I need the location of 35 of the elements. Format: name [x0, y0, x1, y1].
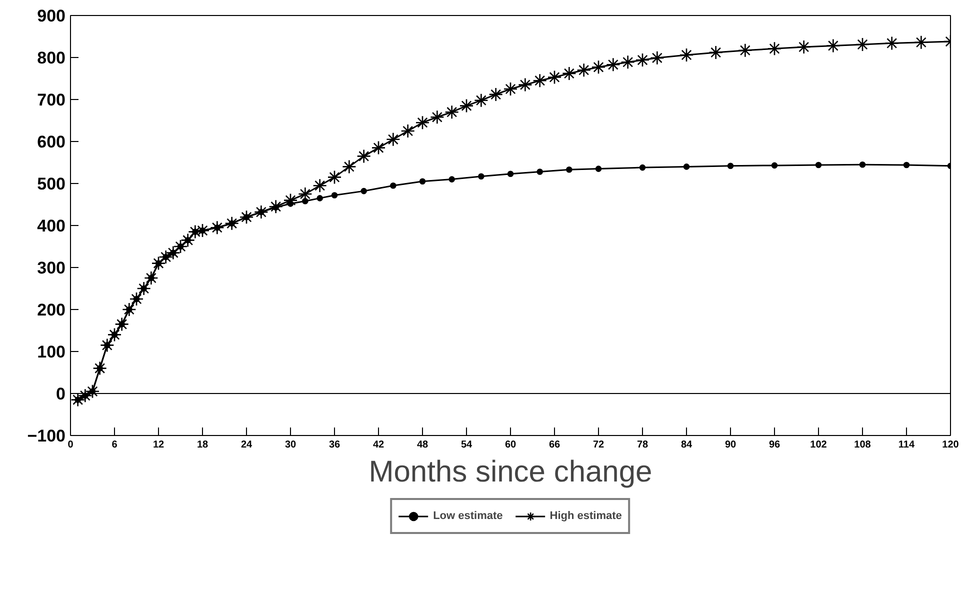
x-tick-label: 30 [284, 440, 296, 450]
x-tick-label: 90 [724, 440, 736, 450]
y-tick-label: 300 [37, 258, 66, 278]
x-tick-label: 84 [680, 440, 692, 450]
x-tick-label: 36 [328, 440, 340, 450]
x-tick-label: 6 [112, 440, 118, 450]
y-tick-label: 700 [37, 90, 66, 110]
x-tick-label: 12 [152, 440, 164, 450]
x-tick-label: 48 [416, 440, 428, 450]
x-tick-label: 0 [68, 440, 74, 450]
y-tick-label: −100 [27, 426, 66, 446]
x-tick-label: 54 [460, 440, 472, 450]
legend-label: Low estimate [433, 510, 503, 522]
x-tick-label: 96 [768, 440, 780, 450]
x-tick-label: 60 [504, 440, 516, 450]
x-tick-label: 42 [372, 440, 384, 450]
y-tick-label: 900 [37, 6, 66, 26]
x-tick-label: 102 [810, 440, 828, 450]
x-tick-label: 24 [240, 440, 252, 450]
x-tick-label: 114 [898, 440, 916, 450]
x-tick-label: 78 [636, 440, 648, 450]
x-tick-label: 120 [942, 440, 960, 450]
x-tick-label: 18 [196, 440, 208, 450]
y-tick-label: 400 [37, 216, 66, 236]
y-tick-label: 500 [37, 174, 66, 194]
x-tick-label: 108 [854, 440, 872, 450]
x-axis-title: Months since change [368, 456, 652, 488]
x-tick-label: 66 [548, 440, 560, 450]
legend-label: High estimate [550, 510, 622, 522]
y-tick-label: 100 [37, 342, 66, 362]
y-tick-label: 0 [56, 384, 66, 404]
y-tick-label: 800 [37, 48, 66, 68]
x-tick-label: 72 [592, 440, 604, 450]
y-tick-label: 600 [37, 132, 66, 152]
y-tick-label: 200 [37, 300, 66, 320]
